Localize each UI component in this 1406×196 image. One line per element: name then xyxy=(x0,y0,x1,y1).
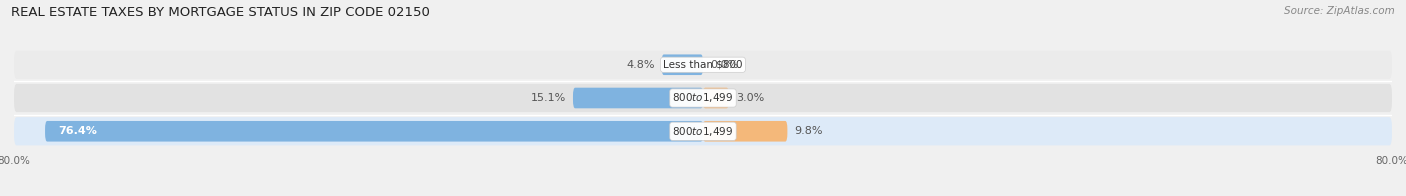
Text: 76.4%: 76.4% xyxy=(58,126,97,136)
Text: 15.1%: 15.1% xyxy=(531,93,567,103)
FancyBboxPatch shape xyxy=(574,88,703,108)
Text: 9.8%: 9.8% xyxy=(794,126,823,136)
Text: $800 to $1,499: $800 to $1,499 xyxy=(672,125,734,138)
Text: REAL ESTATE TAXES BY MORTGAGE STATUS IN ZIP CODE 02150: REAL ESTATE TAXES BY MORTGAGE STATUS IN … xyxy=(11,6,430,19)
Text: $800 to $1,499: $800 to $1,499 xyxy=(672,92,734,104)
FancyBboxPatch shape xyxy=(45,121,703,142)
FancyBboxPatch shape xyxy=(703,121,787,142)
Text: Less than $800: Less than $800 xyxy=(664,60,742,70)
Text: 0.0%: 0.0% xyxy=(710,60,738,70)
FancyBboxPatch shape xyxy=(14,117,1392,145)
FancyBboxPatch shape xyxy=(703,88,728,108)
Text: 3.0%: 3.0% xyxy=(735,93,763,103)
Text: 4.8%: 4.8% xyxy=(626,60,655,70)
FancyBboxPatch shape xyxy=(14,84,1392,112)
FancyBboxPatch shape xyxy=(14,51,1392,79)
Text: Source: ZipAtlas.com: Source: ZipAtlas.com xyxy=(1284,6,1395,16)
FancyBboxPatch shape xyxy=(662,54,703,75)
